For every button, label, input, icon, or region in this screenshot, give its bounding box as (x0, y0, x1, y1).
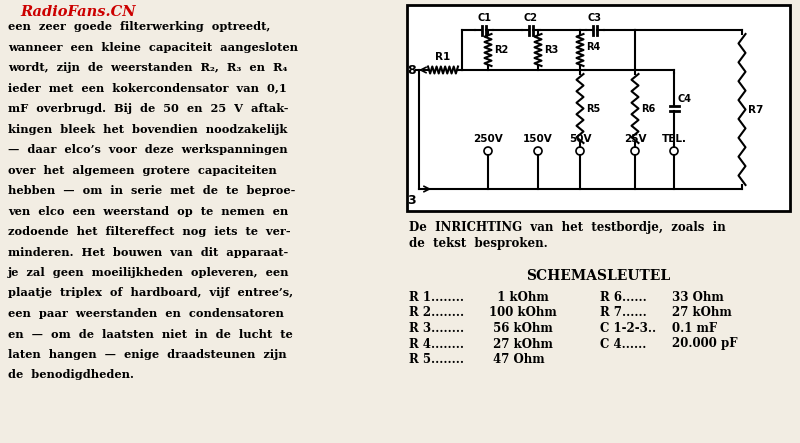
Text: 50V: 50V (569, 134, 591, 144)
Text: 1 kOhm: 1 kOhm (489, 291, 549, 304)
Text: wordt,  zijn  de  weerstanden  R₂,  R₃  en  R₄: wordt, zijn de weerstanden R₂, R₃ en R₄ (8, 62, 287, 73)
Text: C2: C2 (524, 13, 538, 23)
Text: 47 Ohm: 47 Ohm (489, 353, 545, 366)
Text: 100 kOhm: 100 kOhm (489, 307, 557, 319)
Text: De  INRICHTING  van  het  testbordje,  zoals  in: De INRICHTING van het testbordje, zoals … (409, 221, 726, 234)
Text: 8: 8 (407, 63, 416, 77)
Text: R5: R5 (586, 104, 600, 113)
Text: 250V: 250V (473, 134, 503, 144)
Text: SCHEMASLEUTEL: SCHEMASLEUTEL (526, 269, 670, 283)
Text: de  benodigdheden.: de benodigdheden. (8, 369, 134, 381)
Text: 27 kOhm: 27 kOhm (489, 338, 553, 350)
Text: wanneer  een  kleine  capaciteit  aangesloten: wanneer een kleine capaciteit aangeslote… (8, 42, 298, 53)
Text: R 6......: R 6...... (600, 291, 646, 304)
Text: 3: 3 (407, 194, 416, 207)
Text: R3: R3 (544, 45, 558, 55)
Text: plaatje  triplex  of  hardboard,  vijf  entree’s,: plaatje triplex of hardboard, vijf entre… (8, 288, 293, 299)
Text: R 7......: R 7...... (600, 307, 646, 319)
Text: ieder  met  een  kokercondensator  van  0,1: ieder met een kokercondensator van 0,1 (8, 82, 287, 93)
Bar (407, 5, 790, 211)
Text: C4: C4 (677, 93, 691, 104)
Text: TEL.: TEL. (662, 134, 686, 144)
Text: R 5........: R 5........ (409, 353, 464, 366)
Text: C1: C1 (477, 13, 491, 23)
Text: 33 Ohm: 33 Ohm (672, 291, 724, 304)
Text: zodoende  het  filtereffect  nog  iets  te  ver-: zodoende het filtereffect nog iets te ve… (8, 226, 290, 237)
Text: RadioFans.CN: RadioFans.CN (20, 5, 136, 19)
Text: 20.000 pF: 20.000 pF (672, 338, 738, 350)
Text: ven  elco  een  weerstand  op  te  nemen  en: ven elco een weerstand op te nemen en (8, 206, 288, 217)
Text: en  —  om  de  laatsten  niet  in  de  lucht  te: en — om de laatsten niet in de lucht te (8, 329, 293, 339)
Text: mF  overbrugd.  Bij  de  50  en  25  V  aftak-: mF overbrugd. Bij de 50 en 25 V aftak- (8, 103, 289, 114)
Text: 56 kOhm: 56 kOhm (489, 322, 553, 335)
Text: je  zal  geen  moeilijkheden  opleveren,  een: je zal geen moeilijkheden opleveren, een (8, 267, 290, 278)
Text: 0.1 mF: 0.1 mF (672, 322, 717, 335)
Text: C 1-2-3..: C 1-2-3.. (600, 322, 656, 335)
Text: R 1........: R 1........ (409, 291, 464, 304)
Text: R 3........: R 3........ (409, 322, 464, 335)
Text: R7: R7 (748, 105, 763, 114)
Text: 27 kOhm: 27 kOhm (672, 307, 732, 319)
Text: C3: C3 (588, 13, 602, 23)
Text: de  tekst  besproken.: de tekst besproken. (409, 237, 548, 250)
Text: over  het  algemeen  grotere  capaciteiten: over het algemeen grotere capaciteiten (8, 164, 277, 175)
Text: een  paar  weerstanden  en  condensatoren: een paar weerstanden en condensatoren (8, 308, 284, 319)
Text: C 4......: C 4...... (600, 338, 646, 350)
Text: 150V: 150V (523, 134, 553, 144)
Text: R 2........: R 2........ (409, 307, 464, 319)
Text: een  zeer  goede  filterwerking  optreedt,: een zeer goede filterwerking optreedt, (8, 21, 270, 32)
Text: R6: R6 (641, 104, 655, 113)
Text: kingen  bleek  het  bovendien  noodzakelijk: kingen bleek het bovendien noodzakelijk (8, 124, 287, 135)
Text: R 4........: R 4........ (409, 338, 464, 350)
Text: 25V: 25V (624, 134, 646, 144)
Text: R4: R4 (586, 42, 600, 52)
Text: R1: R1 (435, 52, 450, 62)
Text: laten  hangen  —  enige  draadsteunen  zijn: laten hangen — enige draadsteunen zijn (8, 349, 286, 360)
Text: minderen.  Het  bouwen  van  dit  apparaat-: minderen. Het bouwen van dit apparaat- (8, 246, 288, 257)
Text: R2: R2 (494, 45, 508, 55)
Text: —  daar  elco’s  voor  deze  werkspanningen: — daar elco’s voor deze werkspanningen (8, 144, 288, 155)
Text: hebben  —  om  in  serie  met  de  te  beproe-: hebben — om in serie met de te beproe- (8, 185, 295, 196)
